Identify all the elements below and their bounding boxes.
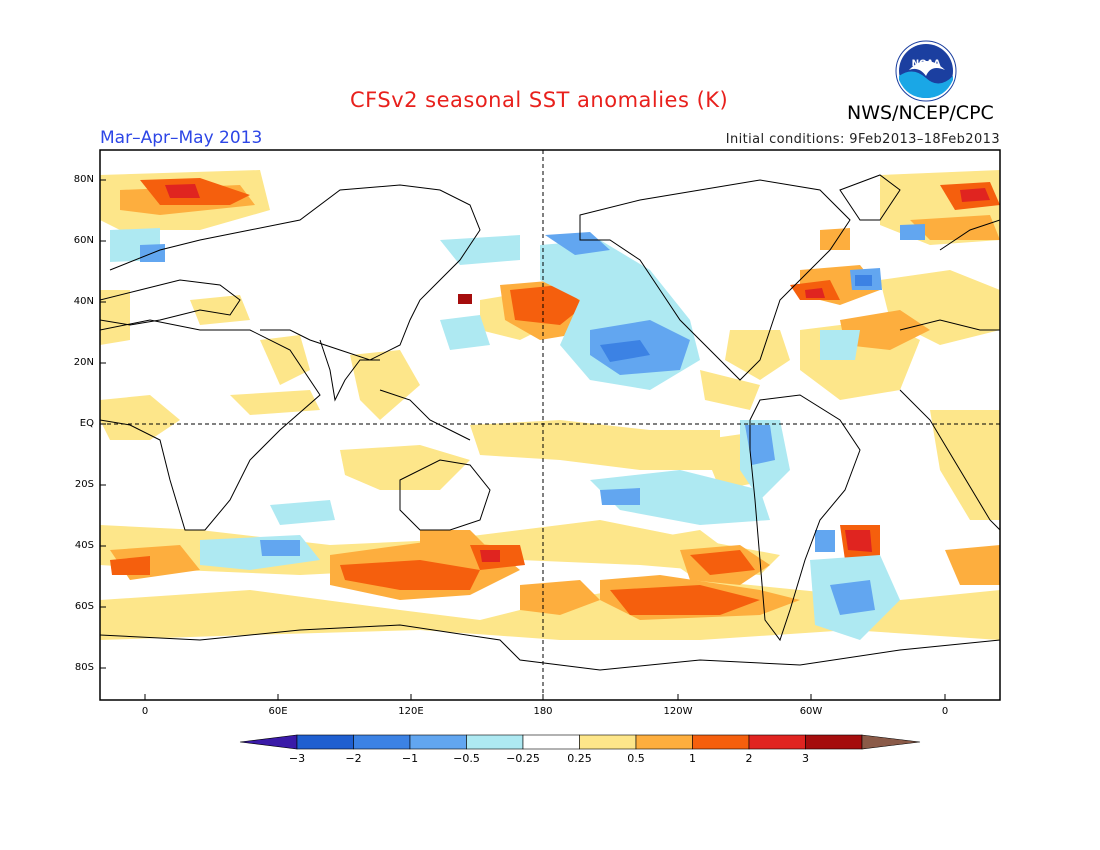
lat-label-60n: 60N bbox=[73, 235, 94, 246]
map-frame bbox=[99, 149, 1001, 701]
lat-label-20s: 20S bbox=[74, 479, 94, 490]
colorbar-tick-label: −3 bbox=[288, 752, 306, 765]
colorbar-tick-label: 1 bbox=[689, 752, 696, 765]
colorbar-tick-label: 3 bbox=[802, 752, 809, 765]
season-label: Mar–Apr–May 2013 bbox=[100, 128, 263, 148]
colorbar-tick-label: −0.5 bbox=[453, 752, 480, 765]
lat-label-60s: 60S bbox=[74, 601, 94, 612]
colorbar-tick-label: 0.5 bbox=[627, 752, 645, 765]
lon-label-120w: 120W bbox=[663, 706, 693, 717]
lat-label-80n: 80N bbox=[73, 174, 94, 185]
agency-label: NWS/NCEP/CPC bbox=[847, 102, 994, 124]
lon-label-0-left: 0 bbox=[141, 706, 149, 717]
colorbar-tick-label: 0.25 bbox=[567, 752, 592, 765]
colorbar-tick-label: −2 bbox=[345, 752, 362, 765]
lat-label-20n: 20N bbox=[73, 357, 94, 368]
svg-text:NOAA: NOAA bbox=[912, 59, 941, 69]
colorbar-tick-label: −0.25 bbox=[506, 752, 540, 765]
coastlines bbox=[100, 174, 1000, 671]
lat-label-40n: 40N bbox=[73, 296, 94, 307]
lon-label-60w: 60W bbox=[799, 706, 823, 717]
colorbar-tick-label: 2 bbox=[745, 752, 753, 765]
lat-label-eq: EQ bbox=[79, 418, 94, 429]
anomaly-very-strong-warm bbox=[165, 184, 990, 562]
initial-conditions-label: Initial conditions: 9Feb2013–18Feb2013 bbox=[725, 132, 1000, 147]
map-title: CFSv2 seasonal SST anomalies (K) bbox=[350, 88, 729, 112]
lat-label-80s: 80S bbox=[74, 662, 94, 673]
lon-label-120e: 120E bbox=[398, 706, 424, 717]
lon-label-0-right: 0 bbox=[941, 706, 949, 717]
lon-label-180: 180 bbox=[533, 706, 553, 717]
lon-label-60e: 60E bbox=[268, 706, 288, 717]
anomaly-strong-warm bbox=[110, 178, 1000, 615]
noaa-logo-icon: NOAA bbox=[895, 40, 957, 102]
colorbar-tick-label: −1 bbox=[401, 752, 419, 765]
lat-label-40s: 40S bbox=[74, 540, 94, 551]
